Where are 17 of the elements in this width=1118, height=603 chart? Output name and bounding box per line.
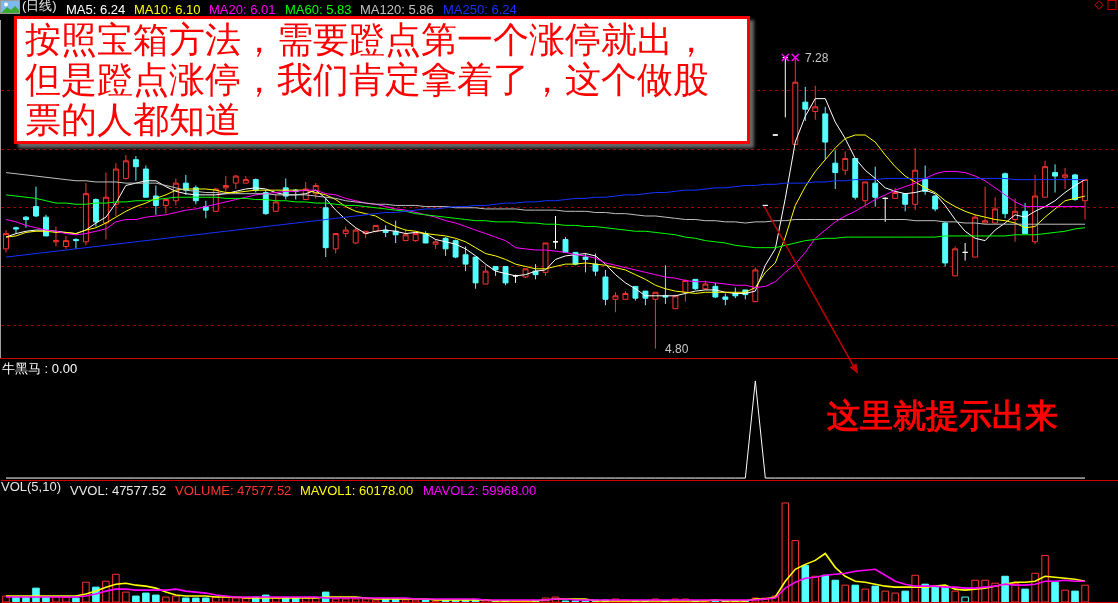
text: VOLUME: 47577.52 <box>175 483 292 498</box>
annotation: 7.28 <box>805 51 829 65</box>
text: MA60: 5.83 <box>285 2 352 17</box>
text: MA5: 6.24 <box>66 2 126 17</box>
text: MAVOL2: 59968.00 <box>423 483 537 498</box>
text: MA250: 6.24 <box>443 2 517 17</box>
text: MA20: 6.01 <box>209 2 276 17</box>
chart-title: (日线) <box>22 0 57 14</box>
text: MA10: 6.10 <box>134 2 201 17</box>
annotation: 按照宝箱方法，需要蹬点第一个涨停就出，但是蹬点涨停，我们肯定拿着了，这个做股票的人都知道 <box>14 16 750 144</box>
text: MAVOL1: 60178.00 <box>300 483 414 498</box>
annotation: 这里就提示出来 <box>827 396 1058 435</box>
annotation: 4.80 <box>665 342 689 356</box>
chart-title: VOL(5,10) <box>1 479 61 495</box>
text: 牛黑马 : 0.00 <box>2 361 78 376</box>
text: MA120: 5.86 <box>360 2 434 17</box>
chart-subtitle: VVOL: 47577.52 <box>70 483 167 498</box>
